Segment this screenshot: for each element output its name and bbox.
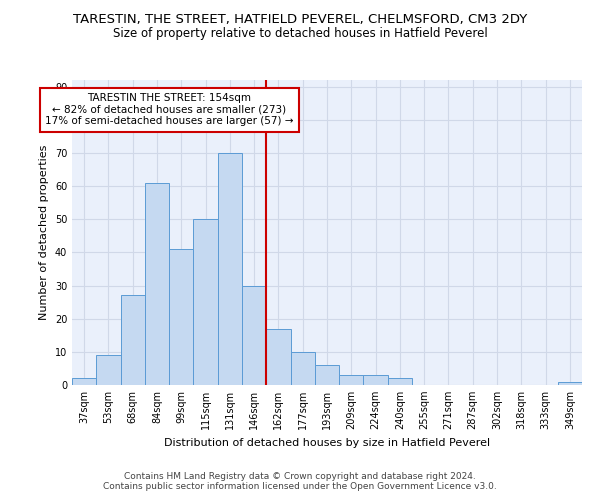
Bar	[339, 375, 364, 385]
Y-axis label: Number of detached properties: Number of detached properties	[39, 145, 49, 320]
Bar	[96, 355, 121, 385]
Bar	[315, 365, 339, 385]
Bar	[72, 378, 96, 385]
Text: Contains public sector information licensed under the Open Government Licence v3: Contains public sector information licen…	[103, 482, 497, 491]
Text: Contains HM Land Registry data © Crown copyright and database right 2024.: Contains HM Land Registry data © Crown c…	[124, 472, 476, 481]
X-axis label: Distribution of detached houses by size in Hatfield Peverel: Distribution of detached houses by size …	[164, 438, 490, 448]
Bar	[364, 375, 388, 385]
Bar	[242, 286, 266, 385]
Bar	[290, 352, 315, 385]
Bar	[121, 296, 145, 385]
Bar	[388, 378, 412, 385]
Bar	[145, 183, 169, 385]
Text: Size of property relative to detached houses in Hatfield Peverel: Size of property relative to detached ho…	[113, 28, 487, 40]
Text: TARESTIN THE STREET: 154sqm
← 82% of detached houses are smaller (273)
17% of se: TARESTIN THE STREET: 154sqm ← 82% of det…	[45, 94, 293, 126]
Text: TARESTIN, THE STREET, HATFIELD PEVEREL, CHELMSFORD, CM3 2DY: TARESTIN, THE STREET, HATFIELD PEVEREL, …	[73, 12, 527, 26]
Bar	[266, 328, 290, 385]
Bar	[218, 153, 242, 385]
Bar	[169, 249, 193, 385]
Bar	[558, 382, 582, 385]
Bar	[193, 219, 218, 385]
